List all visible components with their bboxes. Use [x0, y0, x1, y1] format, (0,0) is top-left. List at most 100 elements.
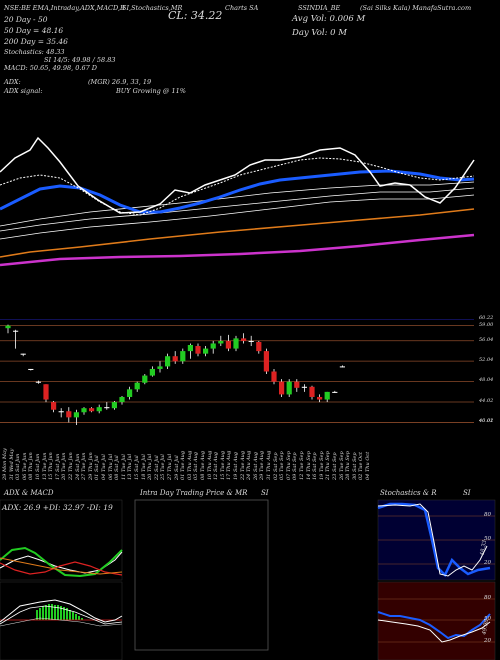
date-label: 31 Thu Aug — [266, 450, 272, 480]
adx-minus-di — [0, 561, 123, 576]
candle — [271, 368, 277, 385]
rsi-label: SI 14/5: 49.98 / 58.83 — [44, 56, 116, 64]
candle-body — [225, 340, 231, 349]
candle — [225, 334, 231, 352]
price-label: 40.01 — [479, 418, 494, 425]
price-label: 56.04 — [479, 336, 494, 343]
candle-body — [172, 356, 178, 362]
candle — [119, 395, 125, 405]
date-label: 17 Thu Aug — [226, 450, 233, 480]
date-label: 29 Tue Aug — [259, 450, 266, 480]
price-label: 44.02 — [479, 397, 494, 404]
candle — [279, 379, 285, 397]
date-label: 28 Thu Sep — [345, 451, 352, 480]
date-label: 02 Sat Sep — [272, 452, 279, 480]
date-label: 29 Mon May — [2, 448, 8, 480]
intraday-title: Intra Day Trading Price & MR — [140, 489, 248, 497]
candle — [149, 366, 155, 377]
candle-body — [73, 412, 79, 418]
site-label: (Sai Silks Kala) ManafaSutra.com — [360, 4, 472, 12]
candle-body — [43, 384, 49, 400]
date-label: 10 Thu Aug — [206, 450, 213, 480]
candle-body — [180, 351, 186, 362]
candle — [286, 379, 292, 397]
date-label: 23 Sat Sep — [332, 452, 338, 480]
candle-body — [294, 381, 300, 388]
candle — [187, 343, 193, 359]
ema20-line — [0, 169, 475, 214]
candle — [301, 384, 307, 392]
avg-volume: Avg Vol: 0.006 M — [292, 14, 366, 24]
candle-body — [324, 391, 330, 400]
candle — [134, 381, 140, 392]
candle — [58, 408, 64, 418]
stoch-label: Stochastics: 48.33 — [4, 48, 65, 56]
candle-body — [339, 366, 345, 368]
date-label: 30 Sat Sep — [351, 452, 358, 480]
price-label: 48.04 — [479, 377, 494, 384]
candle-body — [233, 338, 239, 349]
date-label: 15 Thu Jun — [48, 452, 55, 480]
rsi-value: 49.98 — [481, 618, 491, 636]
date-label: 03 Sat Jun — [15, 453, 22, 480]
date-label: 27 Tue Jun — [81, 452, 88, 481]
date-label: 22 Tue Aug — [239, 450, 246, 480]
candle — [332, 390, 338, 393]
date-label: 20 Thu Jul — [147, 453, 154, 480]
ema200-line — [0, 208, 475, 258]
adx-label: ADX: — [4, 78, 21, 86]
candle — [20, 353, 26, 357]
candle-body — [96, 407, 102, 412]
day-volume: Day Vol: 0 M — [292, 28, 347, 38]
candle-body — [256, 341, 262, 352]
buy-signal: BUY Growing @ 11% — [116, 87, 186, 95]
ticker-label: SSINDIA_BE — [298, 4, 341, 12]
candle-body — [203, 348, 209, 354]
candle — [127, 386, 133, 400]
date-label: 12 Tue Sep — [299, 451, 305, 480]
intraday-si: SI — [261, 489, 269, 497]
candle — [142, 374, 148, 385]
header-title: NSE:BE EMA,Intraday,ADX,MACD,R — [4, 4, 125, 12]
header-title-2: SI,Stochastics,MR — [122, 4, 183, 12]
date-label: 02 Tue Oct — [358, 452, 365, 480]
candle-body — [89, 408, 95, 412]
candle-body — [66, 411, 72, 418]
date-label: 13 Tue Jun — [41, 452, 48, 481]
rsi-panel — [377, 581, 496, 660]
candle-body — [5, 325, 11, 329]
candle — [51, 401, 57, 413]
candle-body — [332, 391, 338, 393]
date-label: 05 Sat Aug — [193, 452, 200, 480]
date-label: 29 Sat Jul — [173, 455, 180, 480]
date-label: 31 Wed May — [8, 448, 15, 480]
macd-histogram — [36, 604, 83, 620]
candle — [241, 333, 247, 344]
candle — [81, 407, 87, 415]
candle-body — [127, 389, 133, 397]
candle-body — [20, 353, 26, 355]
date-label: 19 Sat Aug — [233, 452, 239, 480]
date-label: 03 Thu Aug — [186, 450, 193, 480]
date-label: 11 Tue Jul — [120, 454, 127, 480]
ema-slow-line — [0, 233, 475, 267]
date-label: 01 Tue Aug — [180, 450, 187, 480]
candle-body — [28, 368, 34, 370]
candle-body — [51, 402, 57, 410]
candle — [263, 348, 269, 375]
date-label: 05 Tue Sep — [279, 451, 286, 480]
date-label: 27 Thu Jul — [167, 453, 173, 480]
candle — [218, 335, 224, 347]
candle-body — [263, 351, 269, 372]
date-label: 19 Tue Sep — [318, 451, 325, 480]
date-label: 20 Tue Jun — [61, 452, 68, 481]
price-label: 60.22 — [479, 315, 494, 322]
candle — [104, 402, 110, 410]
candle-body — [218, 340, 224, 344]
date-label: 06 Tue Jun — [21, 452, 28, 481]
date-label: 04 Thu Oct — [365, 451, 371, 480]
ema-line-thin-2 — [0, 187, 475, 232]
candle — [5, 324, 11, 334]
candle-body — [142, 375, 148, 383]
stoch-value: 48.33 — [479, 539, 489, 557]
